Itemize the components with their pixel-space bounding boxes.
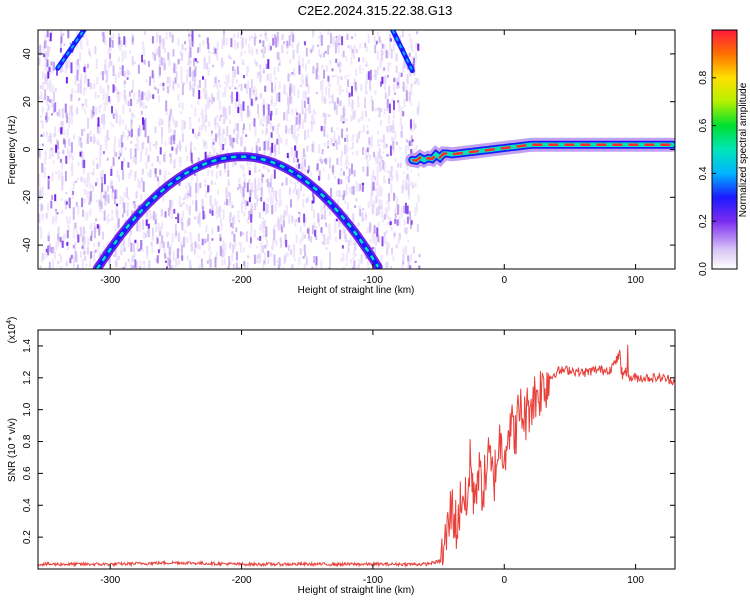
spectrogram-x-tick-label: -100 [363,275,383,286]
snr-y-tick-label: 1.2 [22,370,33,384]
spectrogram-x-axis-label: Height of straight line (km) [298,285,415,296]
spectrogram-y-tick-label: -40 [22,237,33,252]
snr-x-axis-label: Height of straight line (km) [298,585,415,596]
spectrogram-tone-core [412,143,673,163]
snr-panel: -300 -200 -100 0 100 0.2 0.4 0.6 0.8 1.0 1.2 1.4 He… [6,317,676,596]
spectrogram-upper-trace [390,30,415,74]
snr-y-tick-label: 0.2 [22,530,33,544]
spectrogram-y-tick-label: -20 [22,190,33,205]
snr-y-tick-label: 1.4 [22,339,33,353]
snr-y-tick-label: 0.4 [22,498,33,512]
spectrogram-x-tick-label: 0 [501,275,507,286]
snr-series-line [38,344,675,568]
colorbar: 0.0 0.2 0.4 0.6 0.8 Normalized spectral ampl… [698,29,749,276]
spectrogram-x-tick-label: 100 [627,275,644,286]
spectrogram-arc-core [96,155,380,269]
snr-frame [37,329,676,570]
snr-x-tick-label: -300 [100,575,120,586]
colorbar-tick-label: 0.0 [698,262,709,276]
snr-background [38,330,675,569]
spectrogram-y-tick-label: 20 [22,96,33,108]
spectrogram-noise-cells [38,30,420,269]
colorbar-tick-label: 0.4 [698,166,709,180]
colorbar-tick-label: 0.8 [698,70,709,84]
snr-x-tick-label: 0 [501,575,507,586]
spectrogram-upper-trace [55,30,87,71]
snr-y-tick-label: 0.6 [22,466,33,480]
snr-y-tick-label: 0.8 [22,434,33,448]
snr-x-tick-label: -100 [363,575,383,586]
spectrogram-signals [55,30,675,269]
spectrogram-y-tick-label: 40 [22,48,33,60]
snr-x-tick-label: 100 [627,575,644,586]
spectrogram-noise-cells [38,30,419,269]
colorbar-ticks: 0.0 0.2 0.4 0.6 0.8 [698,70,716,276]
figure-title: C2E2.2024.315.22.38.G13 [297,3,453,18]
snr-x-tick-label: -200 [232,575,252,586]
snr-y-multiplier: (x104) [6,317,18,344]
spectrogram-x-tick-label: -200 [232,275,252,286]
colorbar-tick-label: 0.2 [698,214,709,228]
snr-y-axis-label: SNR (10 * v/v) [7,418,18,482]
spectrogram-y-tick-label: 0 [22,146,33,152]
snr-y-tick-label: 1.0 [22,402,33,416]
colorbar-tick-label: 0.6 [698,118,709,132]
colorbar-label: Normalized spectral amplitude [738,82,749,217]
snr-ticks: -300 -200 -100 0 100 0.2 0.4 0.6 0.8 1.0 1.2 1.4 [22,330,675,586]
colorbar-gradient [711,29,738,270]
spectrogram-x-tick-label: -300 [100,275,120,286]
spectrogram-y-axis-label: Frequency (Hz) [7,116,18,185]
